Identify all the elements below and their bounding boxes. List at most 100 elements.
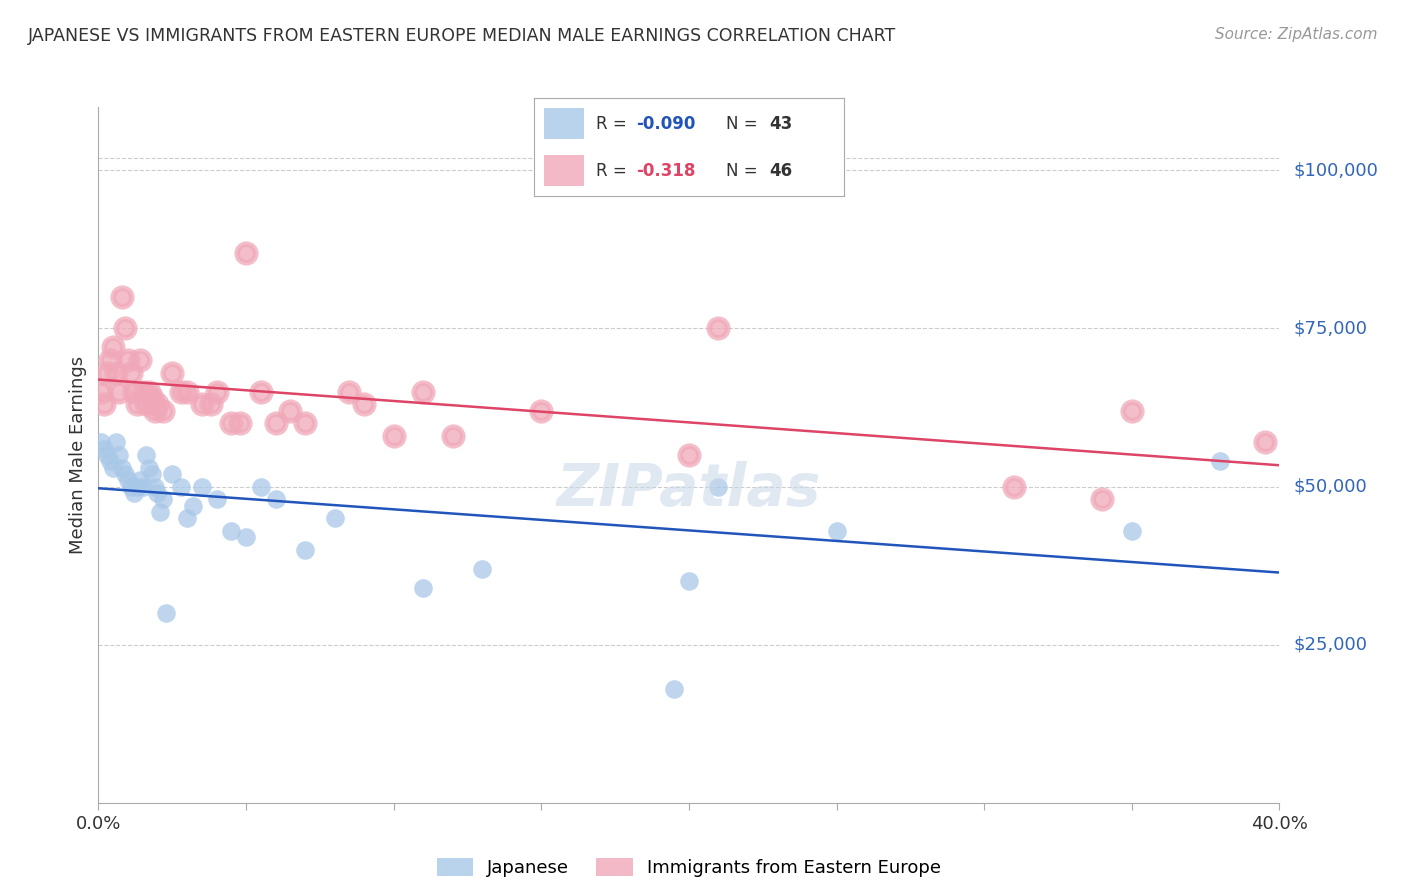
Point (120, 479, 142, 493)
Point (122, 384, 145, 399)
Point (337, 384, 360, 399)
Point (353, 397, 375, 411)
Point (108, 448, 131, 462)
Point (138, 460, 160, 475)
Point (278, 403, 302, 417)
Point (90, 384, 112, 399)
Point (1002, 479, 1025, 493)
Point (250, 384, 273, 399)
Point (264, 492, 287, 507)
Point (114, 321, 136, 335)
Point (105, 435, 128, 450)
Text: JAPANESE VS IMMIGRANTS FROM EASTERN EUROPE MEDIAN MALE EARNINGS CORRELATION CHAR: JAPANESE VS IMMIGRANTS FROM EASTERN EURO… (28, 27, 897, 45)
Point (530, 403, 553, 417)
Point (323, 511, 346, 525)
Text: -0.090: -0.090 (637, 115, 696, 133)
Point (103, 460, 125, 475)
Point (125, 397, 148, 411)
Point (219, 417, 242, 431)
Point (191, 397, 214, 411)
Text: $75,000: $75,000 (1294, 319, 1368, 337)
Y-axis label: Median Male Earnings: Median Male Earnings (69, 356, 87, 554)
Point (294, 417, 316, 431)
Point (471, 562, 494, 576)
Point (96, 448, 118, 462)
Point (205, 384, 228, 399)
Point (105, 366, 128, 380)
Point (108, 384, 131, 399)
Point (162, 366, 183, 380)
Point (170, 479, 193, 493)
Point (90, 435, 112, 450)
Point (162, 467, 183, 481)
Point (707, 321, 730, 335)
Text: R =: R = (596, 115, 633, 133)
Point (111, 290, 134, 304)
Text: $25,000: $25,000 (1294, 636, 1368, 654)
Point (120, 366, 142, 380)
Point (93, 442, 115, 456)
Point (412, 581, 434, 595)
Point (96, 366, 118, 380)
Point (181, 499, 204, 513)
Point (191, 479, 214, 493)
Point (122, 486, 145, 500)
Point (176, 384, 198, 399)
Point (125, 479, 148, 493)
Point (98, 454, 121, 468)
Text: $100,000: $100,000 (1294, 161, 1378, 179)
Text: N =: N = (725, 161, 763, 179)
Point (664, 681, 686, 696)
Text: ZIPatlas: ZIPatlas (557, 461, 821, 518)
Point (235, 245, 257, 260)
Point (155, 606, 177, 620)
Point (143, 479, 166, 493)
Point (1209, 454, 1232, 468)
Point (93, 397, 115, 411)
Point (143, 403, 166, 417)
Point (219, 524, 242, 538)
Point (135, 448, 157, 462)
Point (128, 353, 150, 368)
Point (678, 574, 700, 589)
Bar (544, 155, 583, 186)
Point (152, 403, 174, 417)
Point (170, 384, 193, 399)
Legend: Japanese, Immigrants from Eastern Europe: Japanese, Immigrants from Eastern Europe (430, 850, 948, 884)
Point (135, 397, 157, 411)
Bar (544, 108, 583, 139)
Point (264, 417, 287, 431)
Point (382, 429, 405, 443)
Point (138, 384, 160, 399)
Point (1121, 524, 1143, 538)
Point (678, 448, 700, 462)
Point (128, 473, 150, 487)
Point (114, 467, 136, 481)
Point (1121, 403, 1143, 417)
Point (441, 429, 464, 443)
Text: 43: 43 (769, 115, 793, 133)
Point (103, 340, 125, 354)
Point (141, 467, 163, 481)
Point (146, 397, 169, 411)
Text: Source: ZipAtlas.com: Source: ZipAtlas.com (1215, 27, 1378, 42)
Point (111, 460, 134, 475)
Point (412, 384, 434, 399)
Point (149, 505, 172, 519)
Point (707, 479, 730, 493)
Point (1091, 492, 1114, 507)
Text: $50,000: $50,000 (1294, 477, 1367, 496)
Point (141, 391, 163, 405)
Point (117, 353, 139, 368)
Point (294, 542, 316, 557)
Point (176, 511, 198, 525)
Point (132, 479, 155, 493)
Point (229, 417, 252, 431)
Text: N =: N = (725, 115, 763, 133)
Point (132, 384, 155, 399)
Text: 46: 46 (769, 161, 793, 179)
Text: R =: R = (596, 161, 633, 179)
Point (1254, 435, 1277, 450)
Point (200, 397, 222, 411)
Point (205, 492, 228, 507)
